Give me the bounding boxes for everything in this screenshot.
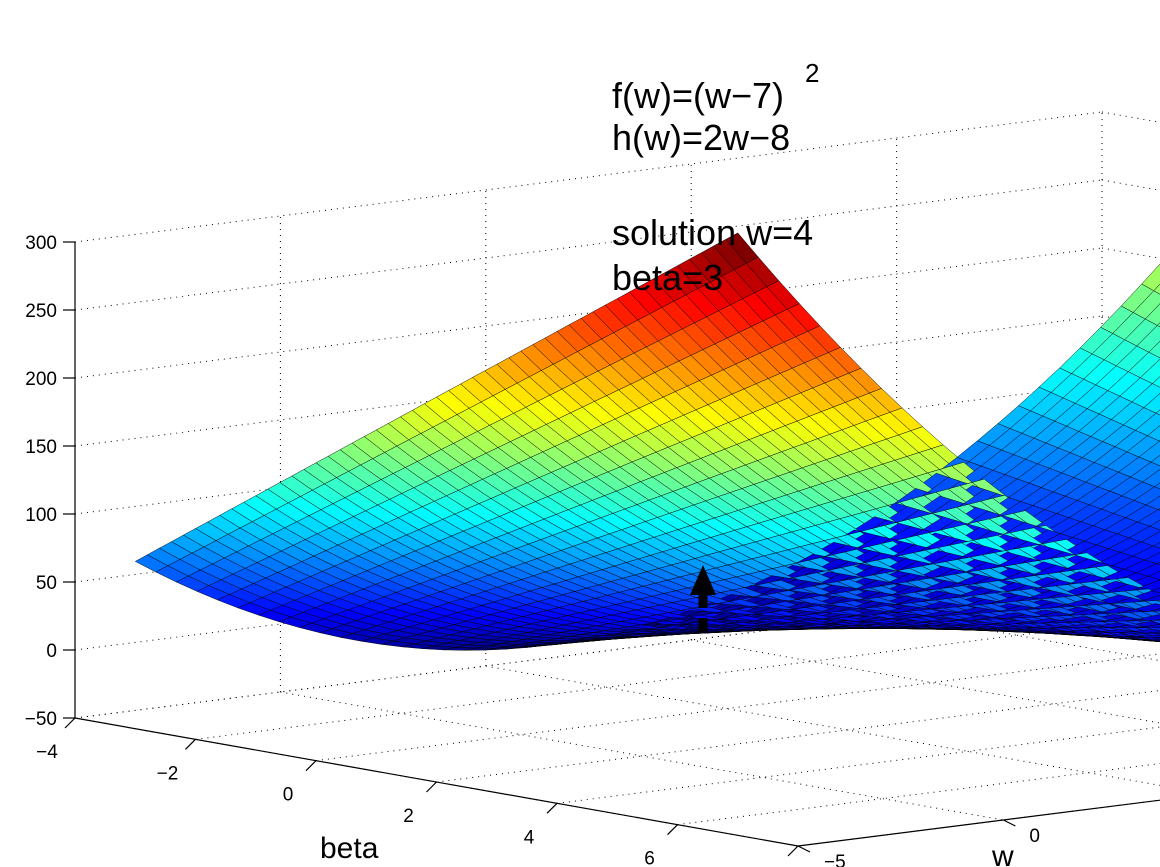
- x-tick-label: −2: [157, 763, 179, 784]
- y-tick-label: 0: [1029, 826, 1040, 847]
- y-axis-line: [797, 799, 1160, 847]
- z-tick-label: 200: [25, 369, 57, 390]
- grid-line: [556, 726, 1160, 804]
- x-tick-label: 0: [283, 785, 294, 806]
- y-tick: [1003, 819, 1016, 827]
- grid-line: [280, 691, 1004, 821]
- x-tick: [546, 802, 558, 814]
- surface-patch: [1150, 454, 1160, 467]
- surface-patch: [1152, 542, 1160, 549]
- y-axis-label: w: [991, 840, 1014, 867]
- surface-patch: [463, 647, 497, 651]
- surface-patch: [1151, 637, 1160, 640]
- annotation-f: f(w)=(w−7): [612, 75, 784, 116]
- z-tick-label: 0: [46, 641, 57, 662]
- grid-line: [436, 689, 1160, 783]
- x-axis-label: beta: [320, 832, 379, 865]
- annotation-block: f(w)=(w−7) 2 h(w)=2w−8 solution w=4 beta…: [612, 58, 819, 298]
- annotation-beta: beta=3: [612, 257, 723, 298]
- x-tick: [787, 845, 799, 857]
- grid-line: [1101, 111, 1160, 123]
- x-tick-label: 4: [524, 827, 535, 848]
- z-tick-label: 250: [25, 301, 57, 322]
- z-tick-label: 50: [36, 573, 57, 594]
- surface-patch: [1156, 641, 1160, 643]
- surface-patch: [1154, 633, 1160, 636]
- z-tick-label: 300: [25, 233, 57, 254]
- x-tick-label: 6: [644, 849, 655, 867]
- solution-arrow: [690, 565, 716, 632]
- grid-line: [74, 179, 1103, 311]
- surface-patch: [1156, 322, 1160, 328]
- x-tick-label: −4: [36, 742, 58, 763]
- annotation-solution: solution w=4: [612, 212, 813, 253]
- surface-patch: [1155, 409, 1160, 416]
- surface-patch: [1156, 561, 1160, 565]
- surface-patch: [1153, 283, 1160, 295]
- surface-mesh: [134, 232, 1160, 651]
- z-tick-label: 100: [25, 505, 57, 526]
- arrow-head: [690, 565, 716, 595]
- grid-line: [485, 665, 1160, 786]
- x-tick: [667, 824, 678, 836]
- y-tick-label: −5: [824, 852, 846, 867]
- x-tick: [305, 760, 317, 772]
- x-tick: [185, 738, 196, 750]
- surface-patch: [1150, 587, 1160, 594]
- x-tick: [426, 781, 437, 793]
- z-tick-label: 150: [25, 437, 57, 458]
- surface-patch: [1154, 482, 1160, 490]
- x-tick: [64, 717, 76, 729]
- surface-patch: [1149, 519, 1160, 531]
- grid-line: [315, 653, 1160, 762]
- axes: [63, 241, 1160, 857]
- annotation-f-superscript: 2: [805, 58, 819, 88]
- grid-line: [691, 639, 1160, 724]
- annotation-h: h(w)=2w−8: [612, 117, 790, 158]
- grid-line: [74, 111, 1103, 243]
- grid-line: [797, 799, 1160, 847]
- x-tick-label: 2: [403, 806, 414, 827]
- y-tick: [797, 845, 811, 853]
- surface-patch: [1147, 571, 1160, 580]
- surface-patch: [1151, 376, 1160, 388]
- z-tick-label: −50: [25, 709, 57, 730]
- surface-patch: [1148, 340, 1160, 359]
